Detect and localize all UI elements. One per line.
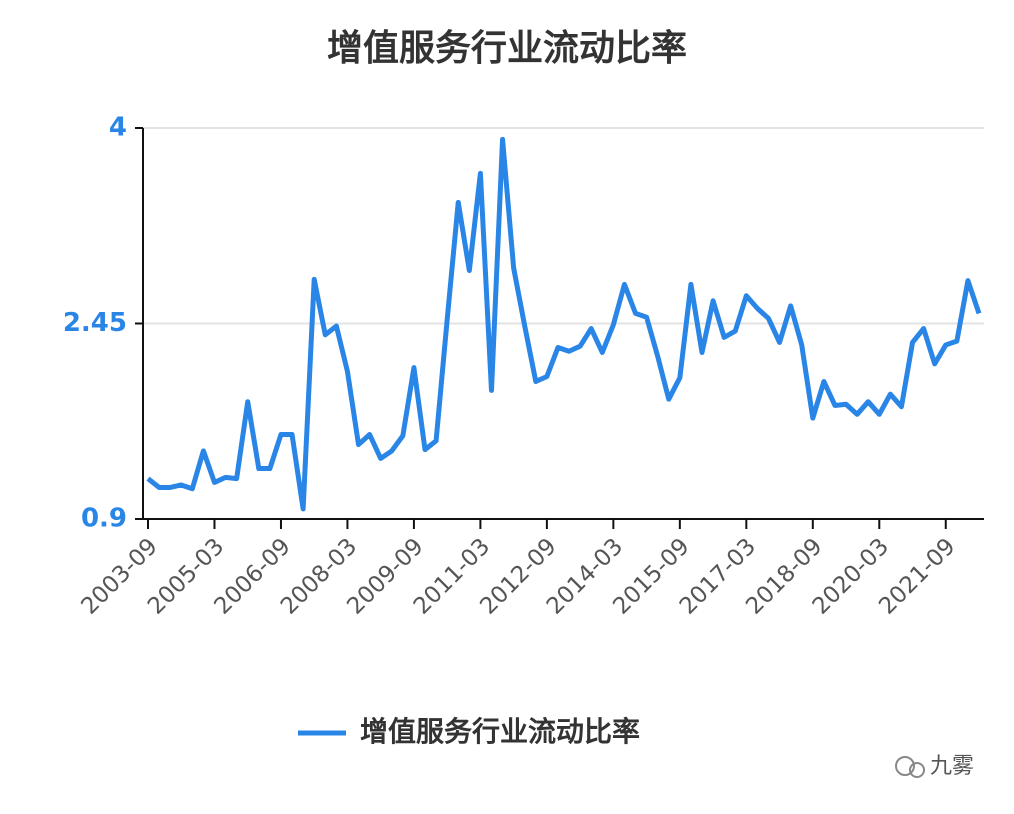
watermark-icon (895, 756, 915, 776)
y-tick-label: 4 (109, 113, 127, 143)
watermark: 九雾 (895, 754, 974, 779)
y-tick-label: 0.9 (81, 504, 127, 534)
watermark-icon (909, 762, 925, 778)
chart-title: 增值服务行业流动比率 (327, 28, 687, 69)
data-line (146, 136, 982, 512)
watermark-text: 九雾 (930, 754, 974, 779)
y-tick-label: 2.45 (63, 308, 127, 338)
legend-label: 增值服务行业流动比率 (360, 715, 640, 748)
